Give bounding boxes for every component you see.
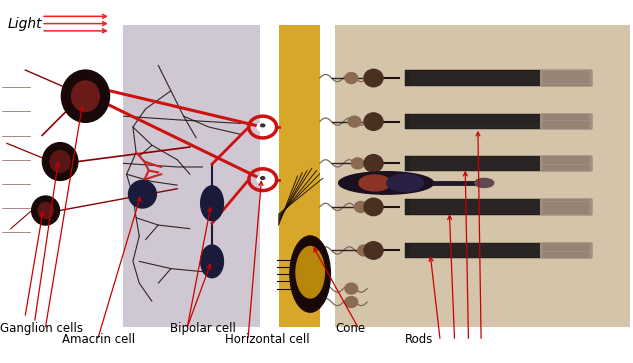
Ellipse shape [348, 116, 361, 127]
Text: Bipolar cell: Bipolar cell [170, 322, 235, 335]
Ellipse shape [257, 123, 268, 131]
FancyBboxPatch shape [335, 25, 630, 327]
Ellipse shape [50, 151, 70, 172]
Ellipse shape [364, 69, 383, 87]
Ellipse shape [257, 175, 268, 184]
Text: Light: Light [8, 17, 42, 30]
Ellipse shape [339, 172, 434, 194]
Ellipse shape [128, 180, 156, 208]
FancyBboxPatch shape [405, 70, 592, 86]
Ellipse shape [345, 297, 358, 307]
Text: Horizontal cell: Horizontal cell [225, 333, 310, 346]
Ellipse shape [364, 113, 383, 130]
Ellipse shape [364, 242, 383, 259]
Ellipse shape [364, 198, 383, 216]
FancyBboxPatch shape [539, 243, 592, 258]
Ellipse shape [296, 246, 324, 298]
Ellipse shape [38, 203, 53, 219]
FancyBboxPatch shape [539, 70, 592, 86]
Text: Rods: Rods [405, 333, 434, 346]
Ellipse shape [475, 179, 494, 187]
Ellipse shape [61, 70, 110, 122]
FancyBboxPatch shape [405, 243, 592, 258]
Ellipse shape [358, 245, 370, 256]
FancyBboxPatch shape [539, 156, 592, 171]
FancyBboxPatch shape [405, 114, 592, 129]
FancyBboxPatch shape [405, 199, 592, 215]
Ellipse shape [290, 236, 330, 312]
Text: Ganglion cells: Ganglion cells [0, 322, 83, 335]
Text: Cone: Cone [335, 322, 366, 335]
FancyBboxPatch shape [279, 25, 320, 327]
Ellipse shape [345, 73, 358, 83]
Text: Amacrin cell: Amacrin cell [62, 333, 135, 346]
Ellipse shape [201, 245, 223, 278]
Ellipse shape [359, 175, 391, 191]
FancyBboxPatch shape [123, 25, 260, 327]
Ellipse shape [351, 158, 364, 169]
Ellipse shape [42, 143, 78, 180]
Ellipse shape [345, 283, 358, 294]
FancyBboxPatch shape [405, 156, 592, 171]
Ellipse shape [354, 201, 367, 212]
Ellipse shape [201, 186, 223, 221]
Ellipse shape [72, 81, 99, 111]
Ellipse shape [261, 177, 265, 179]
Ellipse shape [261, 124, 265, 127]
FancyBboxPatch shape [539, 199, 592, 215]
Ellipse shape [387, 174, 423, 192]
FancyBboxPatch shape [539, 114, 592, 129]
Ellipse shape [364, 155, 383, 172]
Ellipse shape [32, 196, 60, 225]
